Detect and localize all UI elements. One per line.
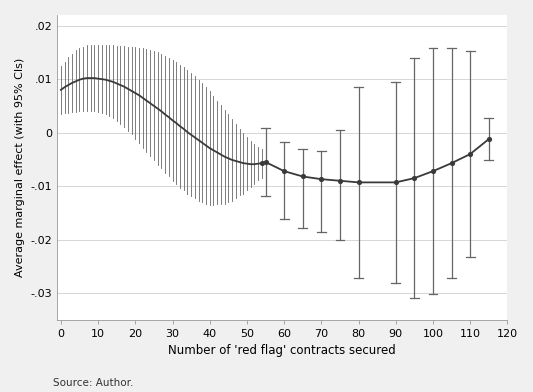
Point [466,151,474,157]
Point [354,179,363,185]
Point [261,159,270,165]
Point [257,160,266,166]
Point [280,168,288,174]
Point [317,176,326,182]
Point [392,179,400,185]
Point [484,136,493,142]
Point [336,178,344,184]
Point [429,168,437,174]
Point [410,175,418,181]
Text: Source: Author.: Source: Author. [53,378,134,388]
Point [447,160,456,166]
Point [298,173,307,180]
X-axis label: Number of 'red flag' contracts secured: Number of 'red flag' contracts secured [168,345,396,358]
Y-axis label: Average marginal effect (with 95% CIs): Average marginal effect (with 95% CIs) [15,58,25,277]
